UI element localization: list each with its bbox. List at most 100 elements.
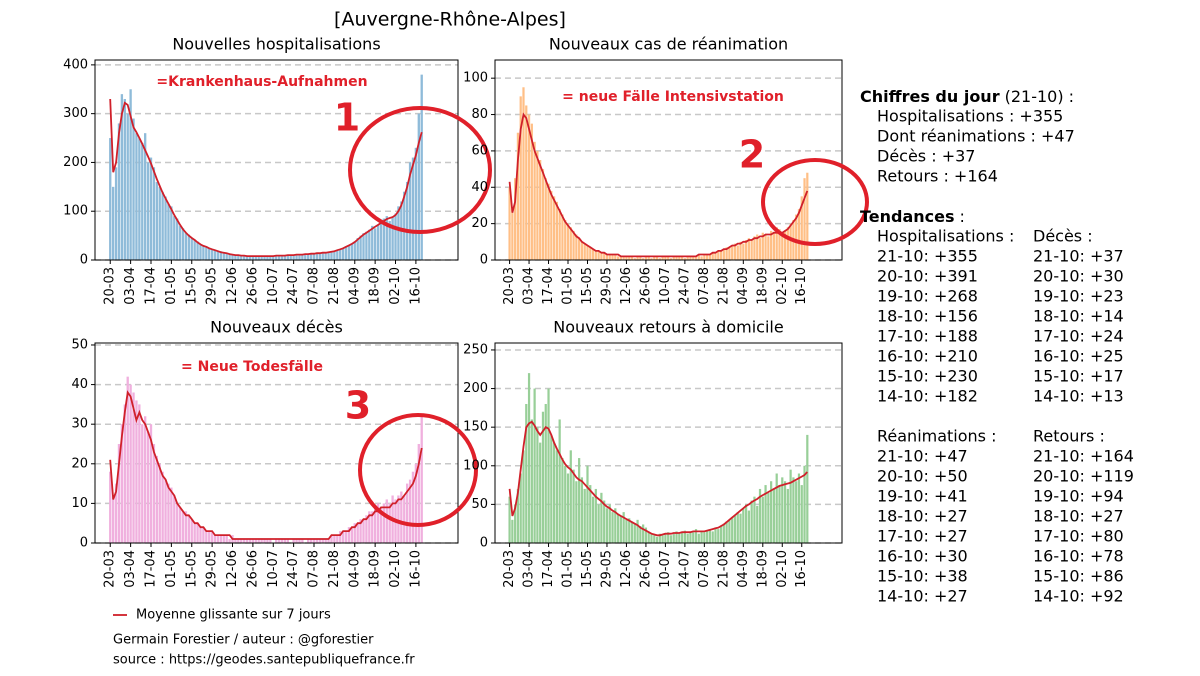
bar: [561, 214, 564, 260]
bar: [795, 481, 798, 543]
trend-row: 21-10: +47: [877, 447, 968, 466]
y-tick-label: 10: [71, 496, 88, 511]
bar: [706, 254, 709, 260]
y-tick-label: 250: [463, 342, 488, 357]
x-tick-label: 15-05: [580, 550, 595, 588]
bar: [144, 416, 147, 543]
bar: [231, 254, 234, 260]
bar: [580, 241, 584, 260]
bar: [616, 513, 620, 543]
x-tick-label: 15-05: [184, 267, 199, 305]
bar: [205, 531, 208, 543]
bar: [333, 535, 336, 543]
bar: [758, 488, 762, 543]
bar: [527, 373, 531, 543]
x-tick-label: 26-06: [245, 550, 260, 588]
bar: [544, 404, 547, 543]
bar: [408, 479, 412, 543]
bar: [795, 214, 798, 260]
bar: [216, 251, 220, 260]
highlight-circle: [761, 158, 869, 246]
bar: [611, 254, 614, 260]
bar: [138, 138, 141, 260]
x-tick-label: 10-07: [266, 267, 281, 305]
trend-row: 19-10: +41: [877, 487, 968, 506]
bar: [552, 442, 556, 543]
bar: [202, 527, 205, 543]
bar: [173, 495, 176, 543]
x-tick-label: 12-06: [225, 267, 240, 305]
bar: [689, 531, 692, 543]
x-tick-label: 24-07: [677, 267, 692, 305]
bar: [414, 463, 418, 543]
bar: [722, 249, 725, 260]
bar: [187, 234, 191, 260]
bar: [362, 519, 365, 543]
panel: Nouvelles hospitalisations 0 100 200 300 400 2…: [63, 35, 459, 305]
bar: [385, 499, 388, 543]
trend-row: 17-10: +27: [877, 527, 968, 546]
bar: [330, 251, 333, 260]
x-tick-label: 16-10: [794, 267, 809, 305]
bar: [292, 539, 295, 543]
trend-row: 21-10: +37: [1033, 247, 1124, 266]
trend-row: 19-10: +94: [1033, 487, 1124, 506]
bar: [591, 249, 595, 260]
bar: [263, 539, 266, 543]
x-tick-label: 20-03: [103, 550, 118, 588]
bar: [269, 255, 272, 260]
bar: [327, 252, 330, 260]
bar: [251, 256, 255, 260]
bar: [193, 523, 196, 543]
annotation: 3: [345, 384, 371, 428]
bar: [132, 392, 135, 543]
bar: [636, 256, 639, 260]
bar: [527, 114, 531, 260]
bar: [362, 233, 365, 260]
bar: [205, 246, 208, 260]
bar: [382, 503, 386, 543]
bar: [608, 254, 611, 260]
bar: [111, 495, 115, 543]
x-tick-label: 17-04: [541, 550, 556, 588]
bar: [589, 247, 592, 260]
x-tick-label: 15-05: [580, 267, 595, 305]
bar: [283, 255, 287, 260]
bar: [642, 258, 645, 260]
bar: [800, 196, 803, 260]
bar: [694, 529, 698, 543]
bar: [240, 539, 243, 543]
bar: [420, 416, 423, 543]
bar: [315, 253, 319, 260]
x-tick-label: 15-05: [184, 550, 199, 588]
summary-heading: Chiffres du jour (21-10) :: [860, 87, 1074, 106]
bar: [312, 253, 316, 260]
bar: [350, 527, 354, 543]
bar: [619, 256, 622, 260]
bar: [675, 531, 678, 543]
bar: [547, 183, 550, 260]
trend-row: 16-10: +25: [1033, 347, 1124, 366]
credit: Germain Forestier / auteur : @gforestier: [113, 633, 374, 648]
bar: [583, 243, 586, 260]
bar: [123, 404, 126, 543]
bar: [747, 510, 750, 543]
bar: [658, 533, 661, 543]
bar: [719, 526, 723, 543]
bar: [586, 465, 589, 543]
bar: [541, 411, 545, 543]
bar: [636, 519, 639, 543]
x-tick-label: 03-04: [522, 550, 537, 588]
bar: [152, 167, 156, 260]
x-tick-label: 24-07: [286, 267, 301, 305]
bar: [167, 483, 170, 543]
bar: [359, 235, 362, 260]
bar: [647, 256, 650, 260]
y-tick-label: 80: [471, 107, 488, 122]
bar: [575, 481, 578, 543]
bar: [237, 539, 240, 543]
x-tick-label: 03-04: [123, 550, 138, 588]
bar: [614, 508, 617, 543]
bar: [324, 539, 327, 543]
bar: [544, 178, 547, 260]
